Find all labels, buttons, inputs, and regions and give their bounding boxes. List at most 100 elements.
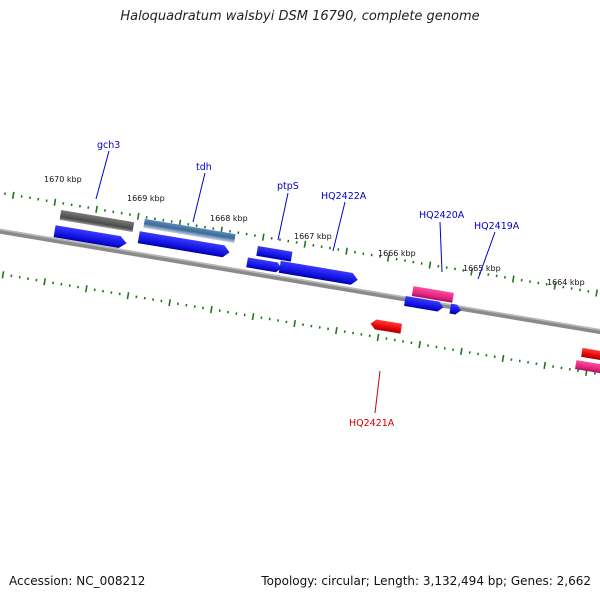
kbp-label: 1664 kbp bbox=[547, 278, 585, 287]
accession-text: Accession: NC_008212 bbox=[9, 574, 146, 588]
leader-line bbox=[477, 231, 496, 280]
minor-tick bbox=[485, 354, 488, 357]
minor-tick bbox=[10, 274, 13, 278]
minor-tick bbox=[93, 288, 96, 292]
minor-tick bbox=[562, 285, 565, 289]
minor-tick bbox=[268, 317, 271, 321]
minor-tick bbox=[160, 299, 163, 303]
map-title: Haloquadratum walsbyi DSM 16790, complet… bbox=[120, 9, 480, 24]
major-tick bbox=[470, 268, 473, 276]
minor-tick bbox=[579, 288, 581, 292]
gene-feature-cds bbox=[404, 296, 444, 312]
minor-tick bbox=[343, 330, 346, 333]
minor-tick bbox=[143, 296, 146, 300]
major-tick bbox=[84, 285, 88, 293]
minor-tick bbox=[328, 246, 331, 250]
leader-line bbox=[277, 192, 289, 241]
minor-tick bbox=[278, 238, 281, 242]
minor-tick bbox=[593, 372, 596, 375]
minor-tick bbox=[510, 358, 513, 361]
minor-tick bbox=[3, 192, 6, 195]
minor-tick bbox=[435, 345, 438, 349]
kbp-label: 1670 kbp bbox=[44, 175, 82, 184]
minor-tick bbox=[45, 199, 48, 202]
gene-feature-pink bbox=[411, 286, 454, 303]
minor-tick bbox=[420, 262, 423, 265]
minor-tick bbox=[302, 323, 305, 326]
major-tick bbox=[418, 340, 422, 349]
minor-tick bbox=[270, 236, 273, 240]
minor-tick bbox=[70, 203, 73, 207]
minor-tick bbox=[468, 351, 471, 354]
minor-tick bbox=[368, 334, 371, 338]
minor-tick bbox=[404, 259, 406, 262]
minor-tick bbox=[212, 227, 215, 230]
gene-feature-pink bbox=[574, 360, 600, 375]
minor-tick bbox=[437, 264, 440, 268]
minor-tick bbox=[18, 275, 21, 279]
minor-tick bbox=[253, 234, 256, 237]
major-tick bbox=[511, 275, 515, 283]
gene-feature-steel bbox=[143, 218, 236, 243]
minor-tick bbox=[162, 218, 165, 222]
minor-tick bbox=[27, 277, 30, 280]
major-tick bbox=[95, 205, 98, 213]
gene-label-hq2421a: HQ2421A bbox=[349, 418, 395, 429]
minor-tick bbox=[402, 340, 405, 343]
minor-tick bbox=[152, 298, 155, 301]
minor-tick bbox=[443, 347, 446, 350]
gene-feature-cds bbox=[137, 231, 230, 258]
leader-line bbox=[332, 201, 346, 252]
minor-tick bbox=[245, 232, 248, 236]
minor-tick bbox=[504, 276, 506, 279]
gene-label-hq2419a: HQ2419A bbox=[474, 221, 520, 232]
minor-tick bbox=[337, 248, 340, 251]
kbp-label: 1667 kbp bbox=[294, 232, 332, 241]
gene-feature-cds bbox=[256, 245, 293, 262]
minor-tick bbox=[153, 217, 156, 221]
major-tick bbox=[293, 319, 297, 328]
kbp-label: 1666 kbp bbox=[378, 249, 416, 258]
minor-tick bbox=[228, 230, 231, 233]
minor-tick bbox=[362, 252, 365, 255]
minor-tick bbox=[193, 305, 196, 308]
minor-tick bbox=[110, 291, 113, 294]
minor-tick bbox=[545, 283, 548, 286]
gene-feature-cds bbox=[278, 260, 358, 285]
major-tick bbox=[136, 212, 140, 220]
minor-tick bbox=[529, 280, 531, 283]
minor-tick bbox=[243, 313, 246, 317]
minor-tick bbox=[410, 341, 413, 345]
minor-tick bbox=[552, 365, 555, 368]
minor-tick bbox=[477, 352, 480, 356]
major-tick bbox=[261, 233, 265, 241]
minor-tick bbox=[577, 369, 580, 373]
minor-tick bbox=[487, 273, 490, 276]
major-tick bbox=[11, 191, 15, 199]
minor-tick bbox=[195, 224, 198, 228]
major-tick bbox=[334, 326, 338, 335]
minor-tick bbox=[87, 206, 90, 209]
gene-label-gch3: gch3 bbox=[97, 140, 120, 151]
minor-tick bbox=[35, 278, 38, 282]
minor-tick bbox=[52, 281, 55, 285]
gene-label-tdh: tdh bbox=[196, 162, 212, 173]
major-tick bbox=[43, 278, 47, 286]
minor-tick bbox=[385, 337, 388, 340]
minor-tick bbox=[187, 223, 190, 226]
minor-tick bbox=[68, 284, 71, 287]
minor-tick bbox=[462, 269, 465, 272]
minor-tick bbox=[495, 274, 498, 278]
minor-tick bbox=[185, 303, 188, 307]
minor-tick bbox=[454, 267, 456, 271]
major-tick bbox=[501, 354, 505, 363]
minor-tick bbox=[177, 302, 180, 306]
genome-summary-text: Topology: circular; Length: 3,132,494 bp… bbox=[261, 574, 591, 588]
major-tick bbox=[53, 198, 57, 206]
minor-tick bbox=[287, 239, 290, 243]
major-tick bbox=[345, 247, 348, 255]
minor-tick bbox=[60, 282, 63, 286]
inner-tick-ring bbox=[1, 271, 596, 376]
minor-tick bbox=[37, 197, 40, 201]
